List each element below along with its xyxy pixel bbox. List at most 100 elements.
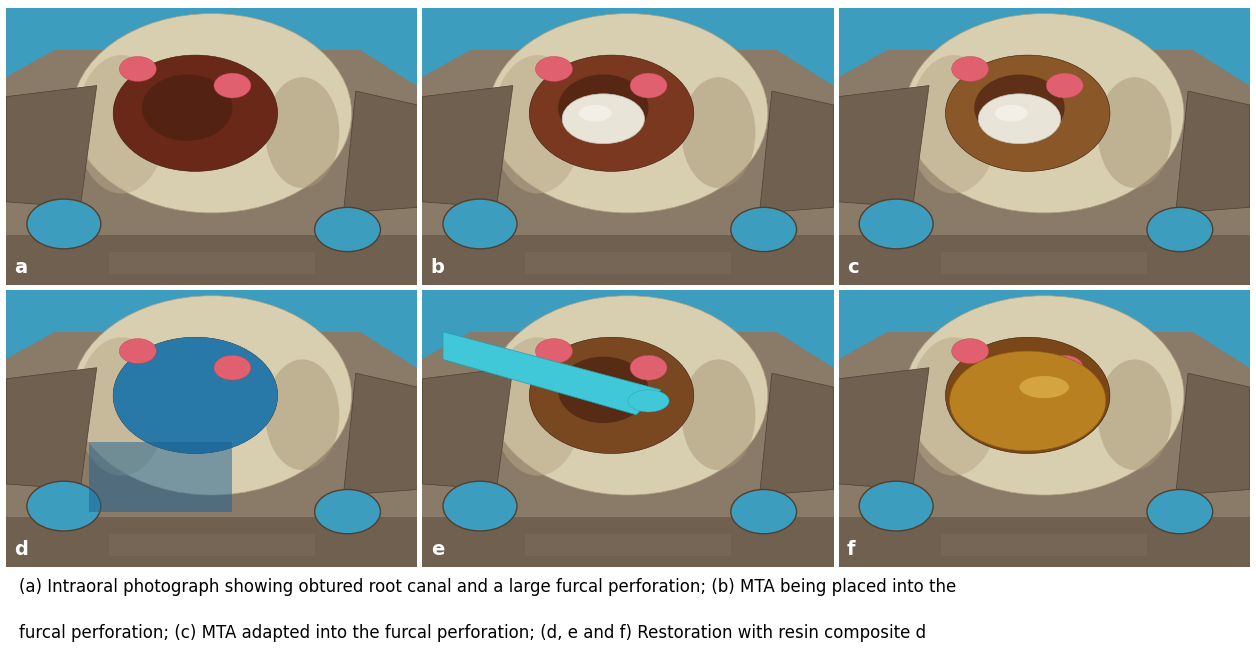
Text: furcal perforation; (c) MTA adapted into the furcal perforation; (d, e and f) Re: furcal perforation; (c) MTA adapted into… (19, 624, 926, 642)
Circle shape (214, 355, 251, 380)
Circle shape (119, 56, 156, 81)
Bar (109, 252, 315, 274)
Ellipse shape (113, 338, 278, 454)
Ellipse shape (113, 55, 278, 171)
Polygon shape (294, 290, 417, 368)
Polygon shape (422, 8, 546, 77)
Ellipse shape (463, 192, 793, 344)
Polygon shape (343, 373, 417, 495)
Ellipse shape (1020, 376, 1069, 398)
Circle shape (443, 199, 517, 249)
Polygon shape (839, 86, 929, 207)
Ellipse shape (908, 55, 999, 193)
Circle shape (535, 339, 573, 364)
Polygon shape (422, 368, 512, 490)
Ellipse shape (529, 338, 693, 454)
Ellipse shape (904, 296, 1184, 495)
Bar (422, 50, 834, 285)
Text: c: c (847, 258, 858, 276)
Circle shape (119, 339, 156, 364)
Text: (a) Intraoral photograph showing obtured root canal and a large furcal perforati: (a) Intraoral photograph showing obtured… (19, 578, 956, 596)
Circle shape (859, 199, 933, 249)
Text: a: a (15, 258, 28, 276)
Ellipse shape (904, 13, 1184, 213)
Polygon shape (839, 368, 929, 490)
Ellipse shape (489, 296, 767, 495)
Polygon shape (443, 331, 661, 415)
Polygon shape (839, 8, 962, 77)
Ellipse shape (682, 77, 755, 188)
Circle shape (1046, 73, 1083, 98)
Ellipse shape (142, 74, 232, 141)
Bar (525, 252, 731, 274)
Bar (6, 235, 417, 285)
Ellipse shape (975, 357, 1065, 423)
Polygon shape (1176, 373, 1250, 495)
Polygon shape (760, 91, 834, 213)
Circle shape (26, 481, 100, 531)
Bar (839, 331, 1250, 567)
Ellipse shape (558, 357, 648, 423)
Ellipse shape (77, 338, 167, 476)
Polygon shape (343, 91, 417, 213)
Bar (525, 534, 731, 556)
Circle shape (314, 207, 381, 252)
Polygon shape (294, 8, 417, 86)
Ellipse shape (72, 296, 352, 495)
Text: d: d (15, 539, 29, 559)
Ellipse shape (628, 390, 669, 412)
Ellipse shape (579, 105, 612, 121)
Polygon shape (1127, 290, 1250, 368)
Circle shape (1147, 207, 1213, 252)
Polygon shape (88, 442, 232, 511)
Bar (942, 252, 1147, 274)
Bar (422, 235, 834, 285)
Polygon shape (710, 290, 834, 368)
Bar (839, 517, 1250, 567)
Polygon shape (6, 8, 129, 77)
Polygon shape (1176, 91, 1250, 213)
Circle shape (214, 73, 251, 98)
Polygon shape (1127, 8, 1250, 86)
Ellipse shape (978, 94, 1060, 144)
Ellipse shape (265, 360, 339, 470)
Ellipse shape (48, 192, 377, 344)
Circle shape (631, 73, 667, 98)
Polygon shape (710, 8, 834, 86)
Circle shape (1046, 355, 1083, 380)
Ellipse shape (1098, 77, 1172, 188)
Ellipse shape (946, 55, 1110, 171)
Polygon shape (760, 373, 834, 495)
Ellipse shape (946, 338, 1110, 454)
Ellipse shape (463, 0, 793, 62)
Circle shape (631, 355, 667, 380)
Ellipse shape (77, 55, 167, 193)
Ellipse shape (48, 0, 377, 62)
Circle shape (314, 490, 381, 534)
Text: b: b (431, 258, 445, 276)
Circle shape (535, 56, 573, 81)
Ellipse shape (142, 357, 232, 423)
Ellipse shape (489, 13, 767, 213)
Polygon shape (6, 86, 97, 207)
Ellipse shape (950, 351, 1105, 451)
Bar (422, 517, 834, 567)
Polygon shape (422, 290, 546, 360)
Ellipse shape (558, 74, 648, 141)
Circle shape (26, 199, 100, 249)
Bar (422, 331, 834, 567)
Text: e: e (431, 539, 445, 559)
Ellipse shape (492, 55, 583, 193)
Polygon shape (6, 368, 97, 490)
Circle shape (1147, 490, 1213, 534)
Bar (6, 331, 417, 567)
Ellipse shape (908, 338, 999, 476)
Ellipse shape (682, 360, 755, 470)
Circle shape (952, 339, 988, 364)
Bar (6, 517, 417, 567)
Bar (109, 534, 315, 556)
Ellipse shape (72, 13, 352, 213)
Ellipse shape (563, 94, 644, 144)
Circle shape (859, 481, 933, 531)
Ellipse shape (529, 55, 693, 171)
